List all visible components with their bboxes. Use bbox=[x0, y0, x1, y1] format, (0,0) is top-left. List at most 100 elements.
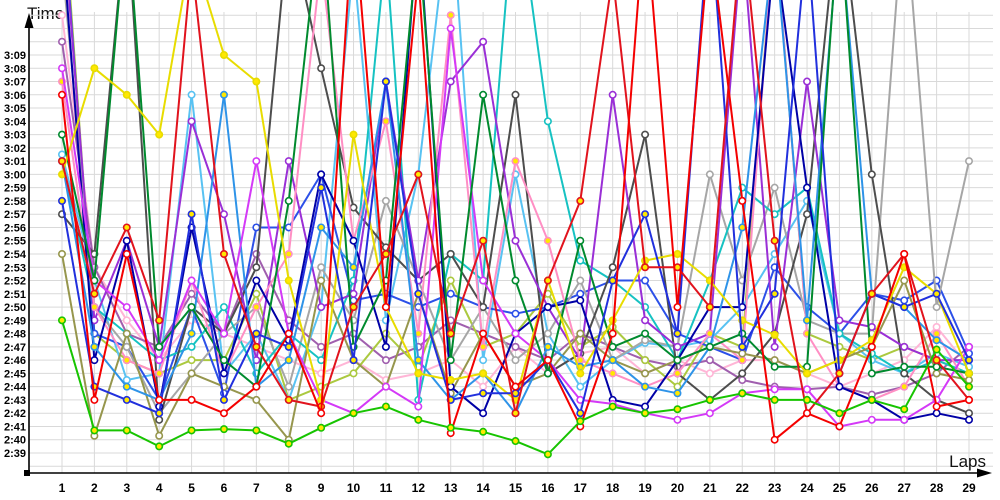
data-point-olive-lap29[interactable] bbox=[965, 376, 974, 385]
data-point-pink-lap4[interactable] bbox=[155, 369, 164, 378]
data-point-pink-lap7[interactable] bbox=[252, 303, 261, 312]
data-point-blue-lap1[interactable] bbox=[57, 196, 66, 205]
data-point-dark-gray-lap9[interactable] bbox=[317, 64, 326, 73]
data-point-gray-lap16[interactable] bbox=[543, 329, 552, 338]
data-point-yellow-green-lap10[interactable] bbox=[349, 369, 358, 378]
data-point-green-lap9[interactable] bbox=[317, 423, 326, 432]
series-yellow-green[interactable] bbox=[62, 0, 974, 404]
data-point-navy-lap16[interactable] bbox=[543, 303, 552, 312]
data-point-purple-lap13[interactable] bbox=[446, 77, 455, 86]
data-point-green-lap28[interactable] bbox=[932, 345, 941, 354]
data-point-yellow-green-lap7[interactable] bbox=[252, 289, 261, 298]
data-point-blue-lap4[interactable] bbox=[155, 409, 164, 418]
data-point-blue-lap19[interactable] bbox=[641, 210, 650, 219]
data-point-pink-lap8[interactable] bbox=[284, 249, 293, 258]
data-point-green-lap23[interactable] bbox=[770, 395, 779, 404]
data-point-magenta-lap7[interactable] bbox=[252, 157, 261, 166]
data-point-pink-lap16[interactable] bbox=[543, 236, 552, 245]
data-point-dark-gray-lap24[interactable] bbox=[803, 210, 812, 219]
data-point-dark-green-lap4[interactable] bbox=[155, 342, 164, 351]
data-point-dodger-blue-lap10[interactable] bbox=[349, 263, 358, 272]
data-point-gray-lap21[interactable] bbox=[705, 170, 714, 179]
data-point-dodger-blue-lap2[interactable] bbox=[90, 342, 99, 351]
data-point-olive-lap7[interactable] bbox=[252, 395, 261, 404]
data-point-red-lap3[interactable] bbox=[122, 249, 131, 258]
data-point-purple-lap19[interactable] bbox=[641, 316, 650, 325]
data-point-gray-lap11[interactable] bbox=[381, 196, 390, 205]
data-point-purple-lap18[interactable] bbox=[608, 90, 617, 99]
data-point-magenta-lap29[interactable] bbox=[965, 342, 974, 351]
series-royal-blue[interactable] bbox=[62, 0, 974, 404]
data-point-cyan-lap5[interactable] bbox=[187, 342, 196, 351]
data-point-red-lap11[interactable] bbox=[381, 303, 390, 312]
data-point-dark-green-lap20[interactable] bbox=[673, 356, 682, 365]
data-point-green-lap29[interactable] bbox=[965, 382, 974, 391]
data-point-dark-green-lap21[interactable] bbox=[705, 342, 714, 351]
data-point-sky-blue-lap1[interactable] bbox=[57, 150, 66, 159]
data-point-yellow-lap24[interactable] bbox=[803, 369, 812, 378]
data-point-green-lap6[interactable] bbox=[219, 425, 228, 434]
data-point-dark-green-lap18[interactable] bbox=[608, 342, 617, 351]
data-point-plum-lap1[interactable] bbox=[57, 37, 66, 46]
data-point-blue-lap18[interactable] bbox=[608, 276, 617, 285]
data-point-yellow-lap7[interactable] bbox=[252, 77, 261, 86]
data-point-red-lap24[interactable] bbox=[803, 409, 812, 418]
data-point-red-lap6[interactable] bbox=[219, 409, 228, 418]
data-point-blue-lap28[interactable] bbox=[932, 289, 941, 298]
data-point-green-lap27[interactable] bbox=[900, 405, 909, 414]
data-point-green-lap10[interactable] bbox=[349, 409, 358, 418]
data-point-dodger-blue-lap19[interactable] bbox=[641, 382, 650, 391]
data-point-green-lap14[interactable] bbox=[479, 427, 488, 436]
data-point-gray-lap8[interactable] bbox=[284, 382, 293, 391]
data-point-crimson-lap21[interactable] bbox=[705, 303, 714, 312]
data-point-dodger-blue-lap5[interactable] bbox=[187, 329, 196, 338]
data-point-red-lap4[interactable] bbox=[155, 395, 164, 404]
data-point-crimson-lap19[interactable] bbox=[641, 263, 650, 272]
data-point-cyan-lap6[interactable] bbox=[219, 303, 228, 312]
data-point-yellow-lap13[interactable] bbox=[446, 376, 455, 385]
data-point-dark-gray-lap14[interactable] bbox=[479, 303, 488, 312]
data-point-navy-lap9[interactable] bbox=[317, 170, 326, 179]
data-point-gray-lap15[interactable] bbox=[511, 356, 520, 365]
data-point-magenta-lap5[interactable] bbox=[187, 276, 196, 285]
data-point-red-lap27[interactable] bbox=[900, 249, 909, 258]
data-point-pink-lap11[interactable] bbox=[381, 117, 390, 126]
data-point-dark-gray-lap29[interactable] bbox=[965, 409, 974, 418]
data-point-crimson-lap6[interactable] bbox=[219, 249, 228, 258]
data-point-dark-gray-lap22[interactable] bbox=[738, 369, 747, 378]
data-point-dark-green-lap16[interactable] bbox=[543, 369, 552, 378]
data-point-navy-lap7[interactable] bbox=[252, 276, 261, 285]
data-point-crimson-lap13[interactable] bbox=[446, 329, 455, 338]
data-point-yellow-lap2[interactable] bbox=[90, 64, 99, 73]
data-point-magenta-lap23[interactable] bbox=[770, 385, 779, 394]
data-point-purple-lap15[interactable] bbox=[511, 236, 520, 245]
data-point-dark-gray-lap27[interactable] bbox=[900, 369, 909, 378]
data-point-blue-lap14[interactable] bbox=[479, 389, 488, 398]
data-point-yellow-lap14[interactable] bbox=[479, 369, 488, 378]
data-point-green-lap16[interactable] bbox=[543, 450, 552, 459]
data-point-crimson-lap3[interactable] bbox=[122, 223, 131, 232]
data-point-magenta-lap3[interactable] bbox=[122, 303, 131, 312]
data-point-light-pink-lap14[interactable] bbox=[479, 382, 488, 391]
data-point-dodger-blue-lap3[interactable] bbox=[122, 382, 131, 391]
data-point-olive-lap23[interactable] bbox=[770, 356, 779, 365]
data-point-red-lap5[interactable] bbox=[187, 395, 196, 404]
data-point-purple-lap14[interactable] bbox=[479, 37, 488, 46]
data-point-purple-lap6[interactable] bbox=[219, 210, 228, 219]
data-point-red-lap16[interactable] bbox=[543, 356, 552, 365]
data-point-plum-lap22[interactable] bbox=[738, 376, 747, 385]
data-point-sky-blue-lap17[interactable] bbox=[576, 382, 585, 391]
data-point-purple-lap27[interactable] bbox=[900, 342, 909, 351]
data-point-magenta-lap24[interactable] bbox=[803, 385, 812, 394]
data-point-yellow-lap3[interactable] bbox=[122, 90, 131, 99]
data-point-navy-lap6[interactable] bbox=[219, 369, 228, 378]
data-point-dodger-blue-lap9[interactable] bbox=[317, 223, 326, 232]
data-point-yellow-lap29[interactable] bbox=[965, 369, 974, 378]
data-point-pink-lap28[interactable] bbox=[932, 329, 941, 338]
data-point-dark-gray-lap19[interactable] bbox=[641, 130, 650, 139]
data-point-green-lap15[interactable] bbox=[511, 437, 520, 446]
data-point-dark-gray-lap18[interactable] bbox=[608, 263, 617, 272]
data-point-red-lap28[interactable] bbox=[932, 402, 941, 411]
data-point-crimson-lap11[interactable] bbox=[381, 249, 390, 258]
data-point-magenta-lap4[interactable] bbox=[155, 356, 164, 365]
